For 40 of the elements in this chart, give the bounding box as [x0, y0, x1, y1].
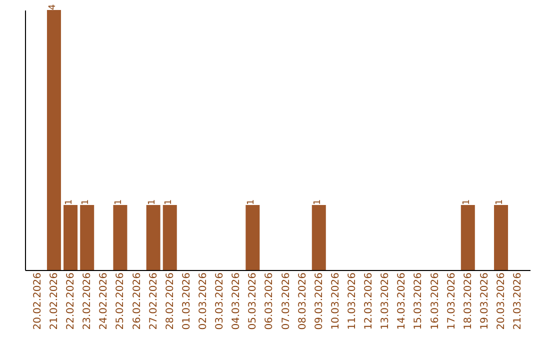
x-tick-label: 03.03.2026 [214, 272, 226, 330]
x-tick-label: 16.03.2026 [430, 272, 441, 330]
x-tick-label: 17.03.2026 [446, 272, 458, 330]
x-tick-label: 11.03.2026 [347, 272, 358, 330]
x-tick-label: 28.02.2026 [164, 272, 176, 330]
x-tick-label: 20.02.2026 [32, 272, 44, 330]
x-tick-label: 21.02.2026 [48, 272, 60, 330]
x-tick-label: 09.03.2026 [314, 272, 325, 330]
data-label: 1 [246, 199, 257, 205]
x-tick-label: 23.02.2026 [82, 272, 94, 330]
x-tick-label: 07.03.2026 [280, 272, 292, 330]
x-tick-label: 08.03.2026 [297, 272, 308, 330]
x-tick-label: 25.02.2026 [115, 272, 126, 330]
data-label: 1 [495, 199, 506, 205]
data-label: 1 [462, 199, 472, 205]
x-tick-label: 02.03.2026 [198, 272, 209, 330]
x-tick-label: 24.02.2026 [98, 272, 110, 330]
x-tick-label: 06.03.2026 [264, 272, 276, 330]
x-tick-label: 18.03.2026 [462, 272, 474, 330]
data-label: 4 [48, 4, 58, 10]
data-label: 1 [81, 199, 92, 205]
x-tick-label: 21.03.2026 [512, 272, 524, 330]
data-label: 1 [312, 199, 323, 205]
data-label: 1 [164, 199, 174, 205]
x-tick-label: 19.03.2026 [479, 272, 490, 330]
x-tick-label: 26.02.2026 [132, 272, 143, 330]
data-label: 1 [147, 199, 158, 205]
x-tick-label: 12.03.2026 [364, 272, 375, 330]
x-tick-label: 15.03.2026 [413, 272, 424, 330]
x-tick-label: 20.03.2026 [496, 272, 508, 330]
x-tick-label: 01.03.2026 [181, 272, 192, 330]
data-label: 1 [114, 199, 124, 205]
x-tick-label: 27.02.2026 [148, 272, 160, 330]
x-tick-label: 04.03.2026 [231, 272, 242, 330]
x-tick-label: 10.03.2026 [330, 272, 342, 330]
data-label: 1 [64, 199, 75, 205]
x-tick-label: 14.03.2026 [396, 272, 408, 330]
x-tick-label: 05.03.2026 [248, 272, 259, 330]
x-tick-label: 22.02.2026 [66, 272, 77, 330]
x-tick-label: 13.03.2026 [380, 272, 392, 330]
